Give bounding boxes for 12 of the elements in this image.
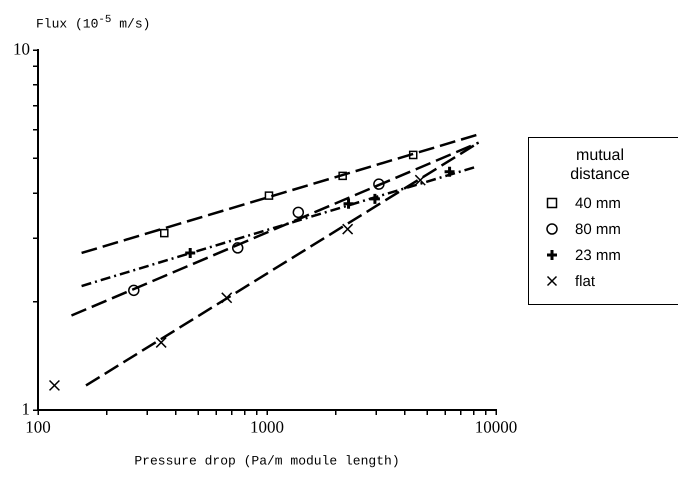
x-tick-label: 100 — [25, 418, 51, 437]
x-tick-label: 1000 — [250, 418, 284, 437]
y-axis-title: Flux (10$^{-5}$ m/s) — [36, 14, 150, 32]
legend-label: 80 mm — [575, 220, 621, 238]
x-axis-title: Pressure drop (Pa/m module length) — [134, 454, 400, 469]
legend-title: mutual distance — [569, 146, 631, 184]
legend-label: flat — [575, 272, 596, 290]
legend-label: 23 mm — [575, 246, 621, 264]
y-tick-label: 1 — [22, 399, 30, 418]
legend-label: 40 mm — [575, 194, 621, 212]
y-tick-label: 10 — [13, 39, 30, 58]
x-tick-label: 10000 — [474, 418, 518, 437]
